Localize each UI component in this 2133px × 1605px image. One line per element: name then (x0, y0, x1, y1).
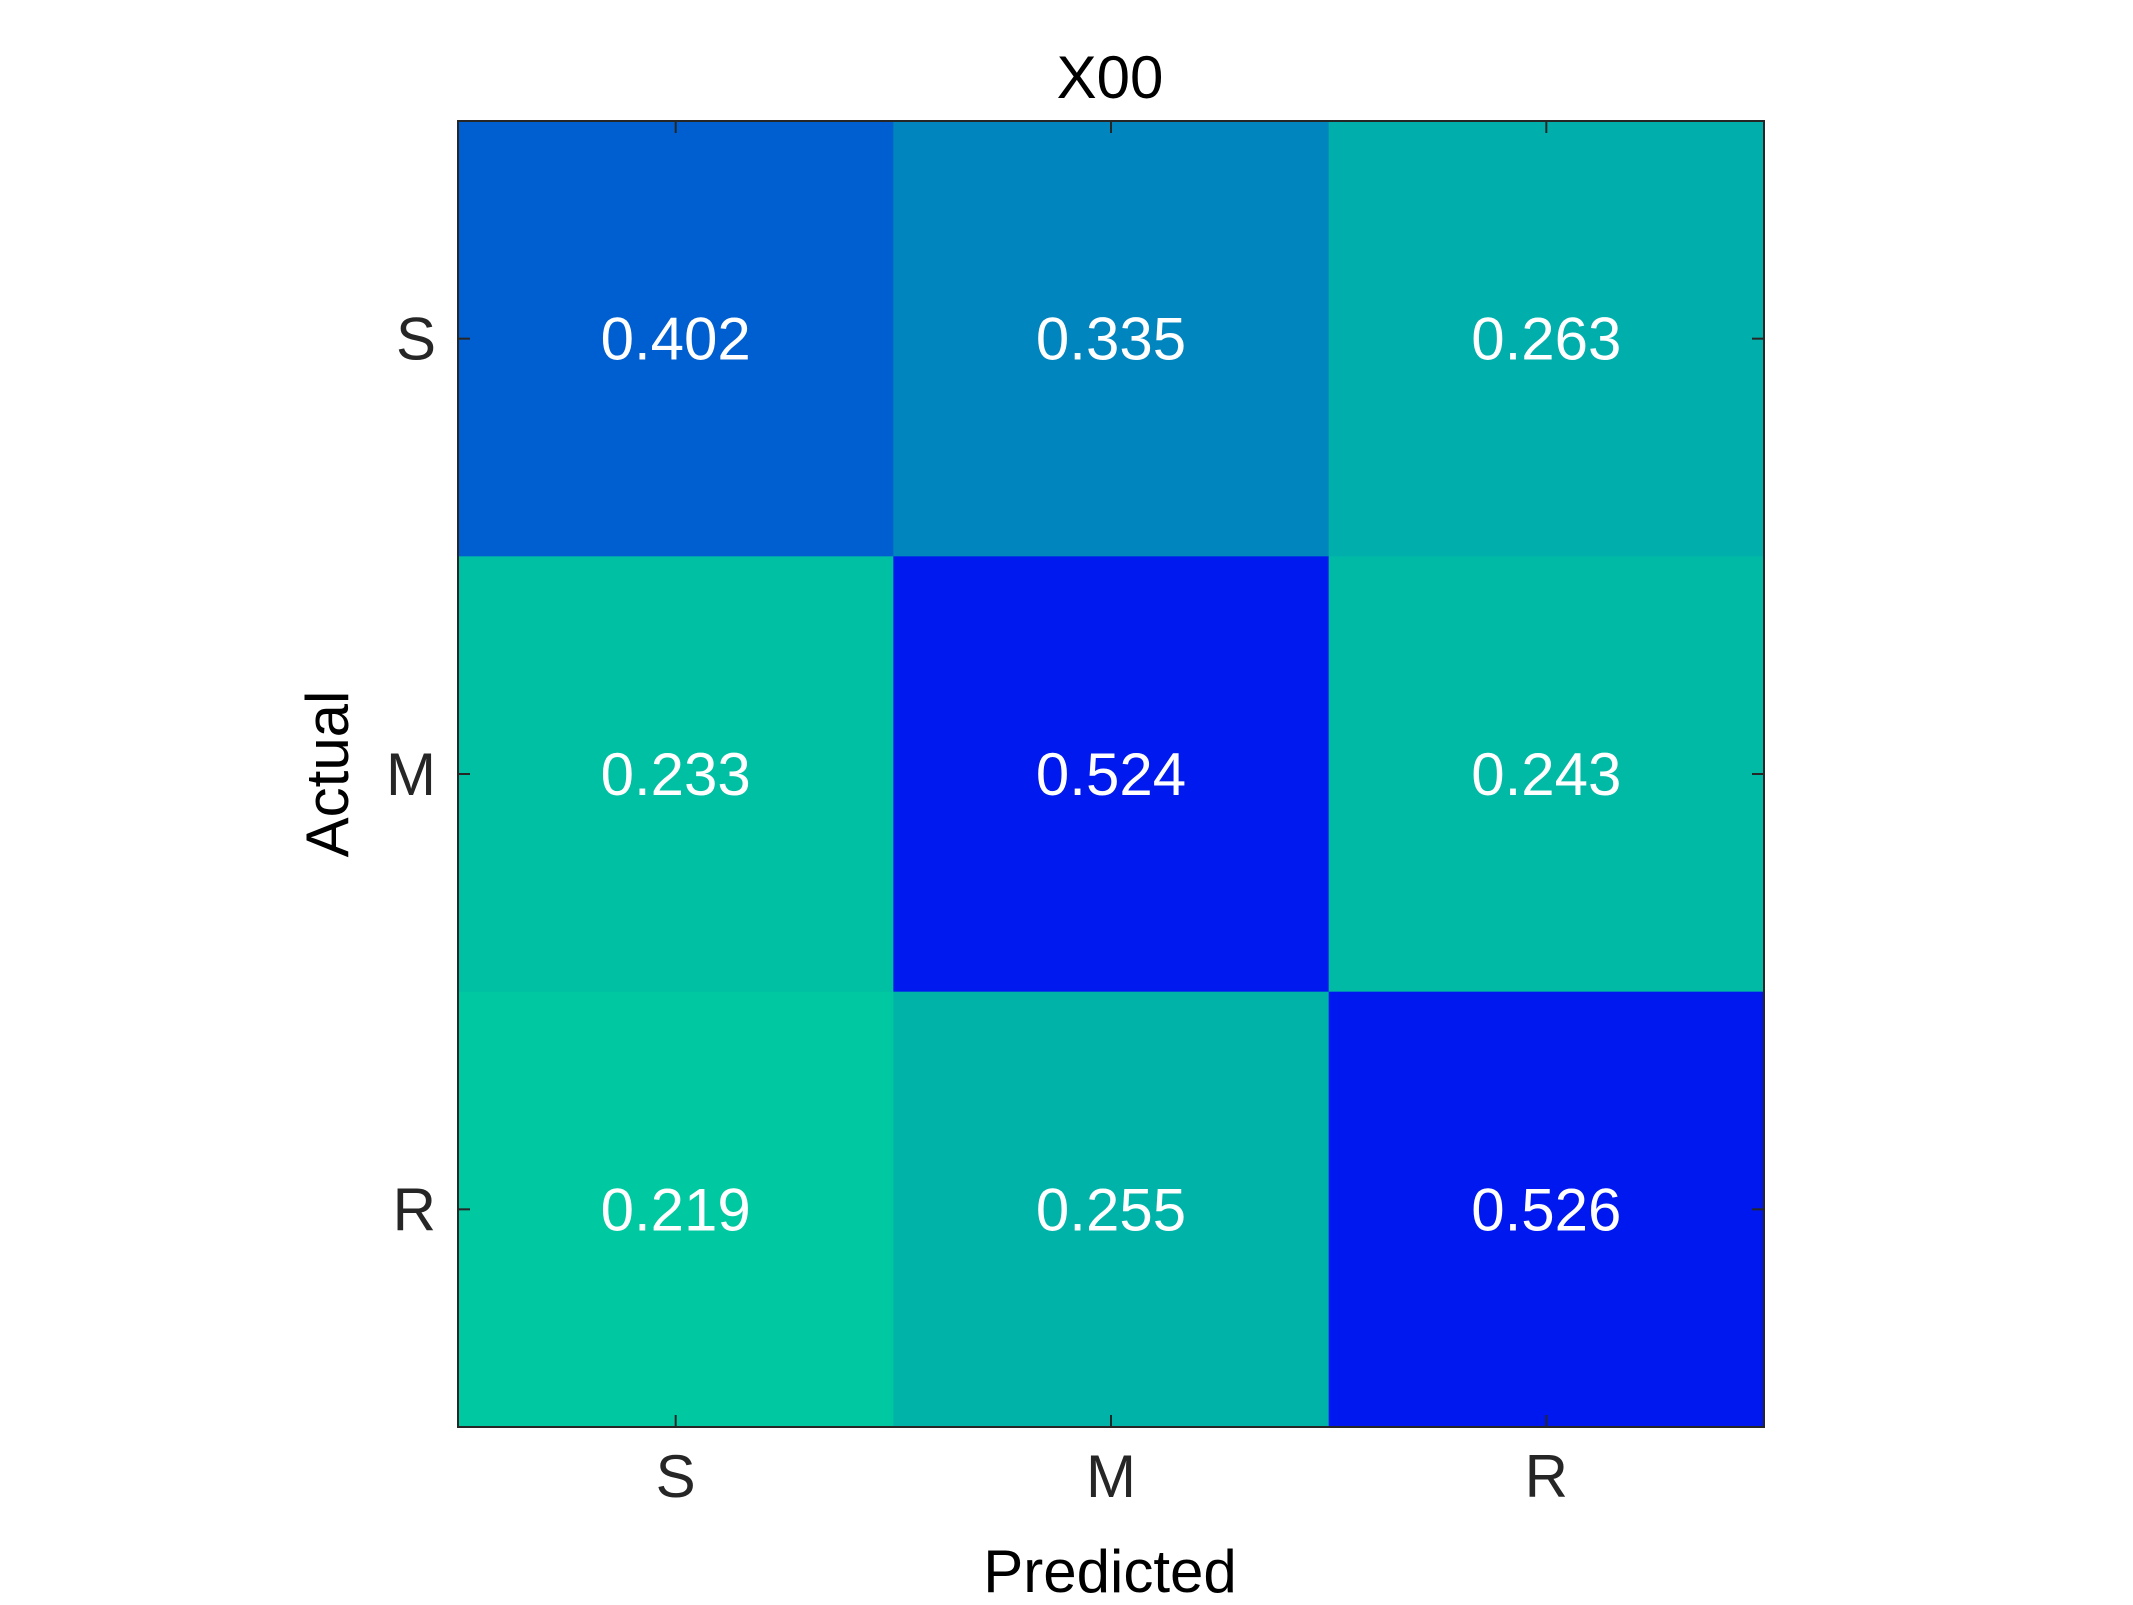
x-axis-label: Predicted (983, 1538, 1236, 1600)
heatmap-cell (1328, 121, 1765, 557)
heatmap-cell (1328, 991, 1765, 1428)
cell-value-label: 0.255 (1036, 1176, 1186, 1243)
heatmap-cell (458, 556, 894, 993)
heatmap-cell (1328, 556, 1765, 993)
cell-value-labels: 0.402 0.335 0.263 0.233 0.524 0.243 0.219 0.255… (601, 306, 1622, 1244)
heatmap-cell (458, 121, 894, 557)
cell-value-label: 0.335 (1036, 306, 1186, 373)
x-tick-label: M (1086, 1443, 1136, 1510)
cell-value-label: 0.402 (601, 306, 751, 373)
axis-ticks: S M R S M R (386, 121, 1764, 1510)
cell-value-label: 0.219 (601, 1176, 751, 1243)
chart-title: X00 (1057, 44, 1164, 111)
heatmap-cell (893, 121, 1330, 557)
cell-value-label: 0.243 (1471, 741, 1621, 808)
heatmap-cell (458, 991, 894, 1428)
y-tick-label: S (396, 306, 436, 373)
cell-value-label: 0.526 (1471, 1176, 1621, 1243)
y-tick-label: R (393, 1176, 436, 1243)
x-tick-label: S (656, 1443, 696, 1510)
heatmap-cells (458, 121, 1765, 1428)
heatmap-cell (893, 556, 1330, 993)
cell-value-label: 0.263 (1471, 306, 1621, 373)
cell-value-label: 0.524 (1036, 741, 1186, 808)
y-tick-label: M (386, 741, 436, 808)
x-tick-label: R (1525, 1443, 1568, 1510)
heatmap-cell (893, 991, 1330, 1428)
y-axis-label: Actual (294, 691, 361, 858)
cell-value-label: 0.233 (601, 741, 751, 808)
